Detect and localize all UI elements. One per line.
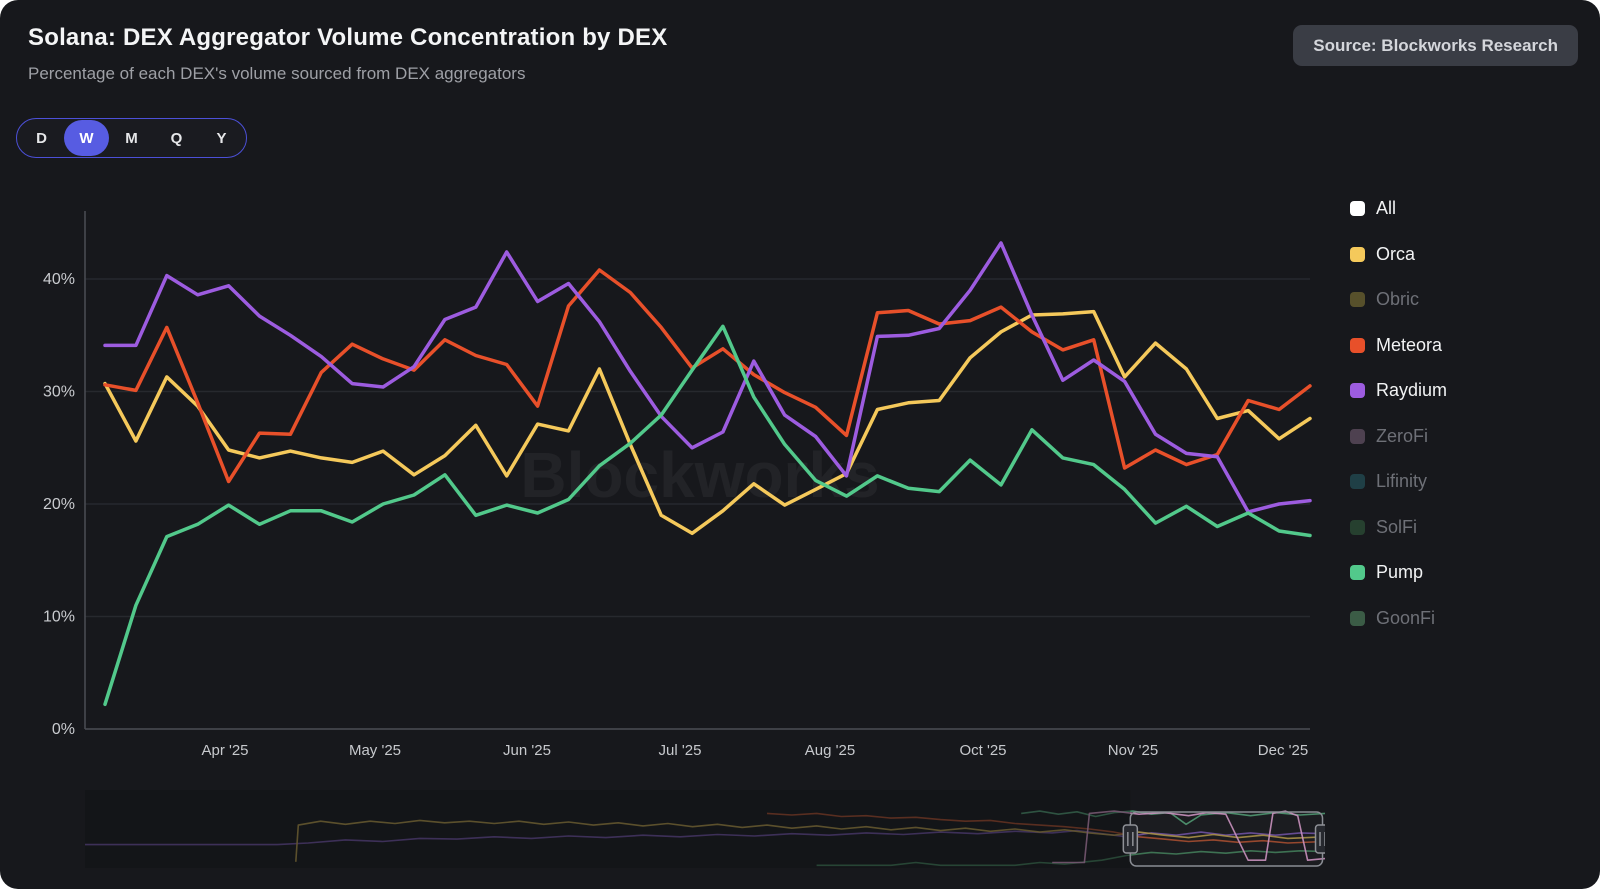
x-axis-label: Oct '25 bbox=[959, 742, 1006, 759]
legend-item-lifinity[interactable]: Lifinity bbox=[1350, 459, 1580, 505]
legend-label: Raydium bbox=[1376, 380, 1448, 401]
navigator-handle-left[interactable] bbox=[1122, 824, 1139, 854]
watermark: Blockworks bbox=[520, 439, 879, 511]
range-button-q[interactable]: Q bbox=[170, 129, 183, 147]
navigator-series-pump-mini bbox=[816, 850, 1325, 867]
range-button-w[interactable]: W bbox=[64, 120, 109, 156]
x-axis-label: Dec '25 bbox=[1258, 742, 1308, 759]
navigator-series-zerofi-mini bbox=[1052, 810, 1325, 864]
page-title: Solana: DEX Aggregator Volume Concentrat… bbox=[28, 24, 668, 51]
legend-label: Lifinity bbox=[1376, 471, 1428, 492]
legend-swatch-goonfi bbox=[1350, 610, 1365, 626]
x-axis-label: Nov '25 bbox=[1108, 742, 1158, 759]
legend-label: SolFi bbox=[1376, 516, 1418, 537]
legend-label: ZeroFi bbox=[1376, 425, 1429, 446]
legend-label: Orca bbox=[1376, 243, 1416, 264]
legend-item-raydium[interactable]: Raydium bbox=[1350, 368, 1580, 414]
legend-swatch-orca bbox=[1350, 246, 1365, 262]
y-axis-label: 30% bbox=[43, 384, 75, 401]
legend-item-obric[interactable]: Obric bbox=[1350, 277, 1580, 323]
x-axis-label: Jun '25 bbox=[503, 742, 551, 759]
legend-swatch-zerofi bbox=[1350, 428, 1365, 444]
legend-swatch-pump bbox=[1350, 565, 1365, 581]
legend-item-orca[interactable]: Orca bbox=[1350, 232, 1580, 278]
y-axis-label: 40% bbox=[43, 271, 75, 288]
x-axis-label: Aug '25 bbox=[805, 742, 855, 759]
legend-label: Pump bbox=[1376, 562, 1424, 583]
legend-swatch-all bbox=[1350, 201, 1365, 217]
navigator-series-raydium-mini bbox=[85, 829, 1325, 846]
y-axis-label: 0% bbox=[52, 721, 75, 738]
legend-item-pump[interactable]: Pump bbox=[1350, 550, 1580, 596]
y-axis-label: 10% bbox=[43, 609, 75, 626]
legend-swatch-solfi bbox=[1350, 519, 1365, 535]
range-button-d[interactable]: D bbox=[36, 129, 47, 147]
navigator-handle-right[interactable] bbox=[1314, 824, 1325, 854]
legend: All Orca Obric Meteora Raydium ZeroFi Lifinity… bbox=[1350, 186, 1580, 641]
navigator-mask-left bbox=[85, 790, 1131, 868]
page-subtitle: Percentage of each DEX's volume sourced … bbox=[28, 64, 526, 83]
legend-item-meteora[interactable]: Meteora bbox=[1350, 323, 1580, 369]
series-line-pump[interactable] bbox=[103, 324, 1312, 707]
source-badge: Source: Blockworks Research bbox=[1293, 25, 1578, 66]
legend-item-goonfi[interactable]: GoonFi bbox=[1350, 596, 1580, 642]
x-axis-label: May '25 bbox=[349, 742, 401, 759]
navigator-series-orca-mini bbox=[295, 819, 1325, 862]
legend-swatch-obric bbox=[1350, 292, 1365, 308]
range-button-m[interactable]: M bbox=[125, 129, 138, 147]
legend-swatch-lifinity bbox=[1350, 474, 1365, 490]
legend-item-all[interactable]: All bbox=[1350, 186, 1580, 232]
navigator[interactable] bbox=[85, 790, 1325, 868]
series-line-meteora[interactable] bbox=[103, 268, 1312, 484]
series-line-raydium[interactable] bbox=[103, 241, 1312, 514]
navigator-series-meteora-mini bbox=[766, 812, 1325, 844]
legend-swatch-meteora bbox=[1350, 337, 1365, 353]
legend-label: Meteora bbox=[1376, 334, 1443, 355]
series-line-orca[interactable] bbox=[103, 309, 1312, 536]
x-axis-label: Jul '25 bbox=[659, 742, 702, 759]
legend-label: Obric bbox=[1376, 289, 1420, 310]
legend-item-solfi[interactable]: SolFi bbox=[1350, 505, 1580, 551]
y-axis-label: 20% bbox=[43, 496, 75, 513]
legend-swatch-raydium bbox=[1350, 383, 1365, 399]
x-axis-label: Apr '25 bbox=[201, 742, 248, 759]
legend-label: GoonFi bbox=[1376, 607, 1436, 628]
legend-item-zerofi[interactable]: ZeroFi bbox=[1350, 414, 1580, 460]
navigator-window[interactable] bbox=[1129, 811, 1324, 867]
range-button-y[interactable]: Y bbox=[216, 129, 227, 147]
legend-label: All bbox=[1376, 198, 1397, 219]
